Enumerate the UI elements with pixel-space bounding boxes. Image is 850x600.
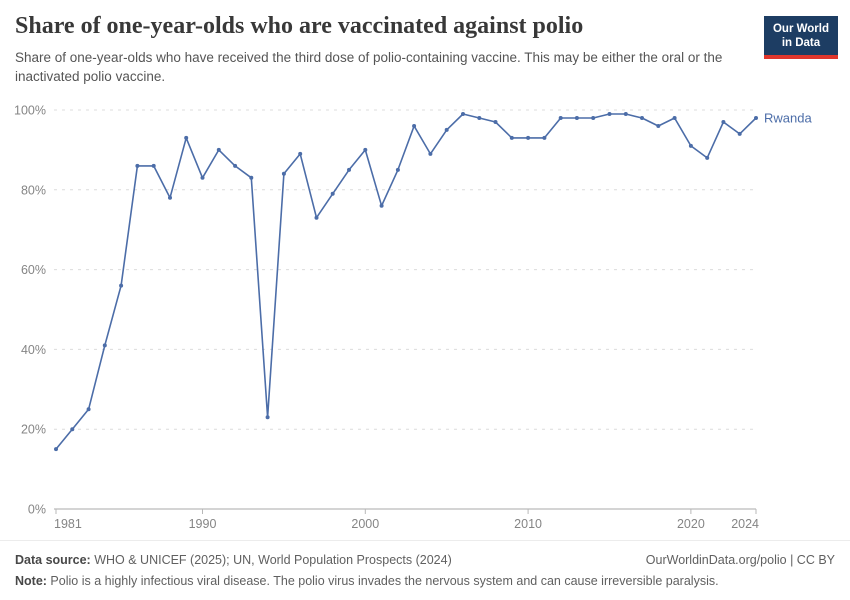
data-point-1997[interactable] [314, 215, 319, 220]
data-point-1990[interactable] [200, 175, 205, 180]
data-point-1985[interactable] [119, 283, 124, 288]
license-link[interactable]: CC BY [796, 553, 835, 567]
data-point-2020[interactable] [688, 143, 693, 148]
data-point-2013[interactable] [574, 116, 579, 120]
x-axis-label-2020: 2020 [677, 517, 705, 531]
y-axis-label-0: 0% [28, 503, 46, 517]
x-axis-label-1990: 1990 [189, 517, 217, 531]
owid-logo-line1: Our World [772, 23, 829, 35]
data-point-1996[interactable] [298, 151, 303, 156]
data-point-2016[interactable] [623, 112, 628, 116]
owid-logo-line2: in Data [781, 37, 821, 50]
data-point-1995[interactable] [281, 171, 286, 176]
x-axis-label-2024: 2024 [731, 517, 759, 531]
data-point-2000[interactable] [363, 147, 368, 152]
data-point-1991[interactable] [216, 147, 221, 152]
data-point-1998[interactable] [330, 191, 335, 196]
x-axis-label-2000: 2000 [351, 517, 379, 531]
data-point-2007[interactable] [477, 116, 482, 120]
y-axis-label-100: 100% [14, 104, 46, 118]
data-point-1982[interactable] [70, 427, 75, 432]
credit-separator: | [786, 553, 797, 567]
data-point-1994[interactable] [265, 415, 270, 420]
rwanda-line[interactable] [55, 113, 757, 450]
footer-note-row: Note: Polio is a highly infectious viral… [15, 571, 835, 592]
rwanda-line-markers [54, 112, 758, 452]
data-point-1984[interactable] [102, 343, 107, 348]
data-point-2010[interactable] [526, 135, 531, 140]
x-axis-label-2010: 2010 [514, 517, 542, 531]
data-point-1983[interactable] [86, 407, 91, 412]
credit-link[interactable]: OurWorldinData.org/polio [645, 553, 787, 567]
data-point-2021[interactable] [705, 155, 710, 160]
data-point-2005[interactable] [444, 127, 449, 132]
data-point-2017[interactable] [640, 116, 644, 120]
data-point-2004[interactable] [428, 151, 433, 156]
data-point-1989[interactable] [184, 135, 189, 140]
data-source-value: WHO & UNICEF (2025); UN, World Populatio… [90, 553, 452, 567]
data-point-2023[interactable] [737, 131, 742, 136]
data-point-2003[interactable] [412, 124, 417, 128]
data-point-1992[interactable] [233, 163, 238, 168]
footer-sources-row: Data source: WHO & UNICEF (2025); UN, Wo… [15, 550, 835, 571]
y-axis-label-20: 20% [21, 423, 46, 437]
data-source-label: Data source: [15, 553, 91, 567]
data-point-1986[interactable] [135, 163, 140, 168]
data-point-2024[interactable] [754, 116, 758, 120]
data-point-2015[interactable] [607, 112, 612, 116]
x-axis-label-1981: 1981 [54, 517, 82, 531]
page-title: Share of one-year-olds who are vaccinate… [15, 13, 584, 39]
data-point-2014[interactable] [591, 116, 596, 120]
chart-canvas[interactable]: 0% 20% 40% 60% 80% 100% 1981 1990 2000 2010 2020 20… [0, 0, 850, 540]
owid-logo[interactable]: Our World in Data [763, 16, 838, 59]
data-point-1993[interactable] [249, 175, 254, 180]
data-point-2008[interactable] [493, 120, 498, 124]
chart-subtitle: Share of one-year-olds who have received… [15, 49, 723, 84]
data-point-2018[interactable] [656, 124, 661, 128]
data-point-1987[interactable] [151, 163, 156, 168]
data-point-2022[interactable] [721, 120, 726, 124]
data-point-2006[interactable] [461, 112, 465, 116]
y-axis-label-40: 40% [21, 343, 46, 357]
data-point-2019[interactable] [672, 116, 677, 120]
data-point-2009[interactable] [509, 135, 514, 140]
note-label: Note: [15, 573, 47, 588]
data-point-1999[interactable] [347, 167, 351, 172]
data-point-2011[interactable] [542, 135, 547, 140]
y-axis-label-60: 60% [21, 263, 46, 277]
data-source-text: Data source: WHO & UNICEF (2025); UN, Wo… [15, 550, 452, 571]
chart-footer: Data source: WHO & UNICEF (2025); UN, Wo… [0, 540, 850, 600]
data-point-2002[interactable] [395, 167, 400, 172]
data-point-1988[interactable] [168, 195, 172, 200]
data-point-1981[interactable] [54, 447, 58, 452]
data-point-2001[interactable] [379, 203, 384, 208]
rwanda-end-label: Rwanda [764, 110, 812, 125]
note-value: Polio is a highly infectious viral disea… [46, 573, 719, 588]
chart-header: Share of one-year-olds who are vaccinate… [15, 12, 838, 86]
data-point-2012[interactable] [558, 116, 563, 120]
y-axis-label-80: 80% [21, 183, 46, 197]
credit-text: OurWorldinData.org/polio | CC BY [646, 550, 835, 571]
